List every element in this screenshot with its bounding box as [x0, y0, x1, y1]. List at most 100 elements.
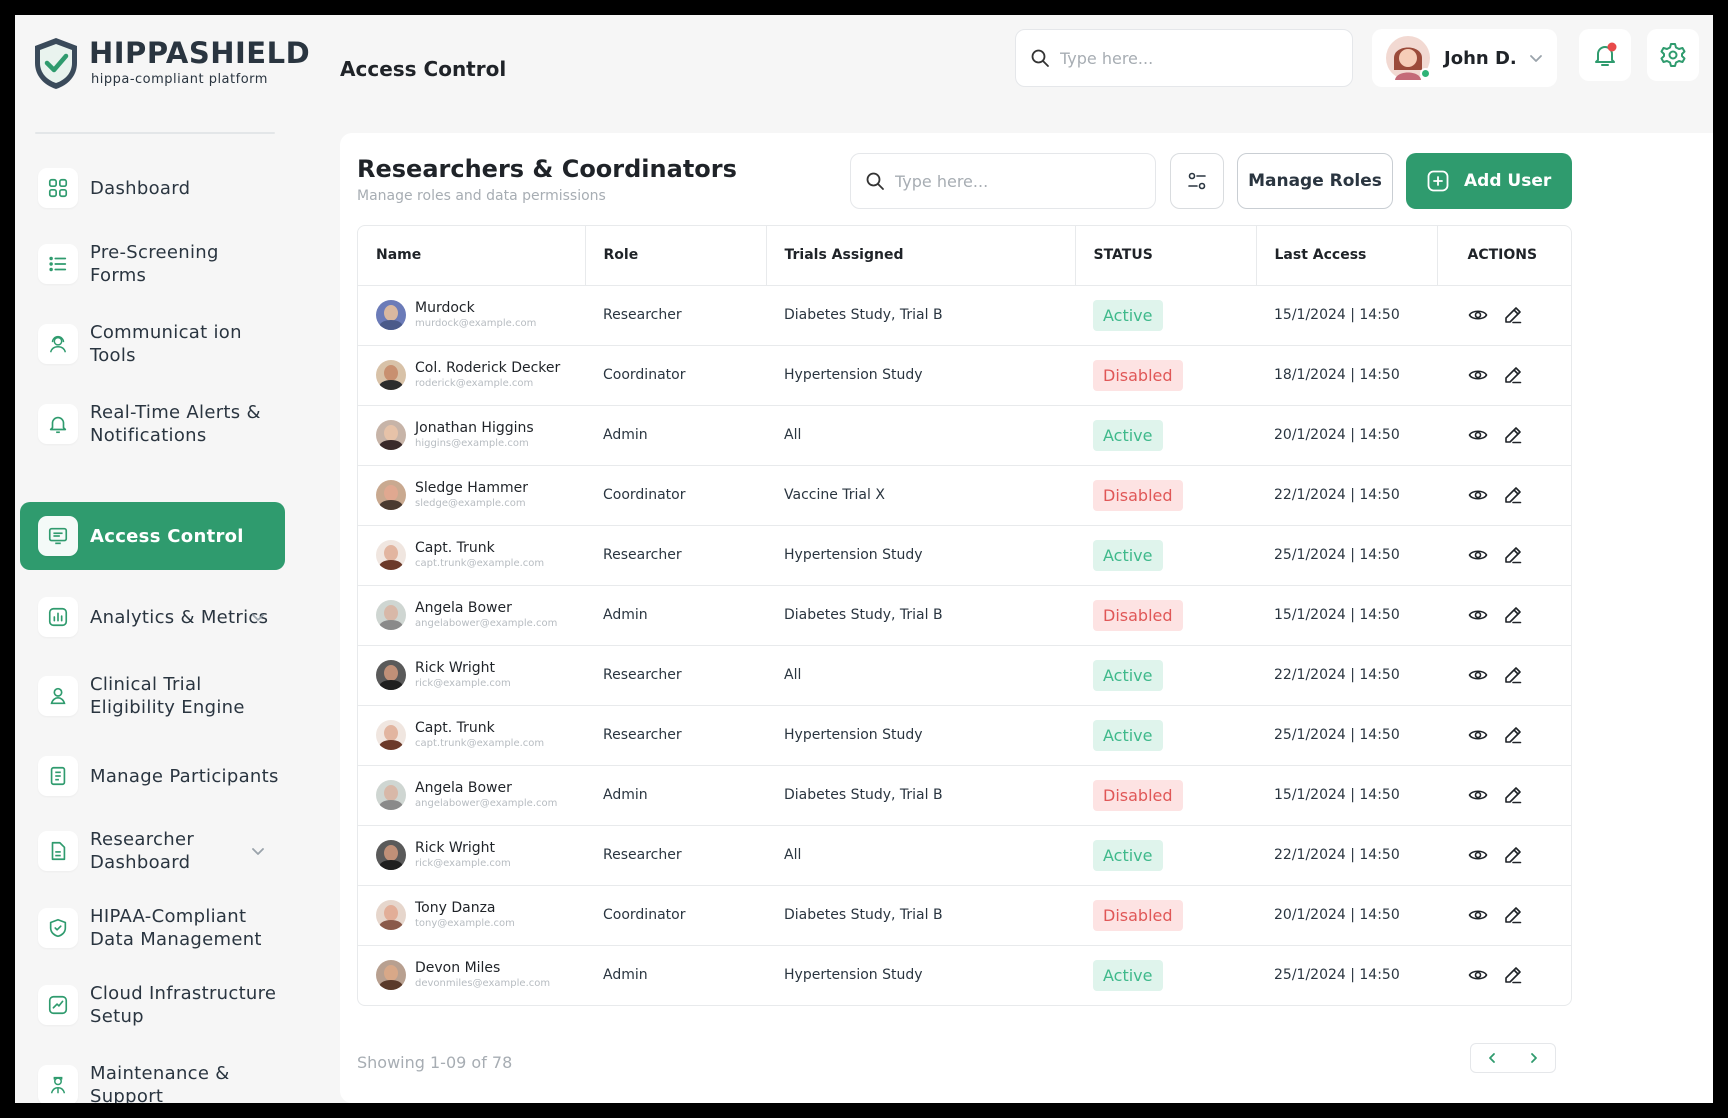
sidebar-item-communication-tools[interactable]: Communicat ion Tools [20, 313, 285, 375]
header-search-input[interactable] [1060, 48, 1320, 68]
view-icon[interactable] [1468, 305, 1488, 325]
view-icon[interactable] [1468, 905, 1488, 925]
edit-icon[interactable] [1503, 605, 1523, 625]
edit-icon[interactable] [1503, 905, 1523, 925]
table-row[interactable]: Col. Roderick Decker roderick@example.co… [358, 345, 1571, 406]
view-icon[interactable] [1468, 845, 1488, 865]
avatar [376, 900, 406, 930]
sidebar-item-researcher-dashboard[interactable]: Researcher Dashboard [20, 820, 285, 882]
table-row[interactable]: Sledge Hammer sledge@example.com Coordin… [358, 465, 1571, 526]
view-icon[interactable] [1468, 425, 1488, 445]
settings-button[interactable] [1647, 29, 1699, 81]
user-email: angelabower@example.com [415, 618, 558, 629]
view-icon[interactable] [1468, 545, 1488, 565]
cell-trials: Hypertension Study [784, 967, 923, 984]
column-header-role[interactable]: Role [585, 226, 767, 286]
column-header-name[interactable]: Name [358, 226, 586, 286]
view-icon[interactable] [1468, 605, 1488, 625]
manage-roles-button[interactable]: Manage Roles [1237, 153, 1393, 209]
support-icon [38, 1065, 78, 1103]
table-search-input[interactable] [895, 171, 1155, 191]
cell-role: Researcher [585, 285, 766, 346]
table-search[interactable] [850, 153, 1156, 209]
edit-icon[interactable] [1503, 485, 1523, 505]
user-email: sledge@example.com [415, 498, 526, 509]
cell-trials: All [766, 645, 1075, 706]
cell-role: Admin [603, 967, 648, 984]
table-row[interactable]: Rick Wright rick@example.com Researcher … [358, 825, 1571, 886]
table-row[interactable]: Capt. Trunk capt.trunk@example.com Resea… [358, 705, 1571, 766]
sidebar-item-data-management[interactable]: HIPAA-Compliant Data Management [20, 897, 285, 959]
table-row[interactable]: Angela Bower angelabower@example.com Adm… [358, 585, 1571, 646]
edit-icon[interactable] [1503, 785, 1523, 805]
table-row[interactable]: Angela Bower angelabower@example.com Adm… [358, 765, 1571, 826]
chevron-down-icon[interactable] [251, 845, 265, 857]
user-email: tony@example.com [415, 918, 515, 929]
column-header-last-access[interactable]: Last Access [1256, 226, 1438, 286]
shield-logo-icon [35, 38, 77, 89]
chart-icon [38, 597, 78, 637]
sidebar-item-maintenance[interactable]: Maintenance & Support [20, 1054, 285, 1103]
view-icon[interactable] [1468, 365, 1488, 385]
cell-last-access: 25/1/2024 | 14:50 [1256, 705, 1437, 766]
user-cell: Angela Bower angelabower@example.com [376, 780, 585, 810]
cell-last-access: 25/1/2024 | 14:50 [1274, 967, 1400, 984]
cell-actions [1437, 765, 1571, 826]
cell-role: Researcher [585, 525, 766, 586]
column-header-status[interactable]: STATUS [1075, 226, 1257, 286]
edit-icon[interactable] [1503, 845, 1523, 865]
edit-icon[interactable] [1503, 965, 1523, 985]
sidebar-item-pre-screening-forms[interactable]: Pre-Screening Forms [20, 233, 285, 295]
table-row[interactable]: Jonathan Higgins higgins@example.com Adm… [358, 405, 1571, 466]
edit-icon[interactable] [1503, 425, 1523, 445]
cell-last-access: 22/1/2024 | 14:50 [1256, 465, 1437, 526]
app-window: HIPPASHIELD hippa-compliant platform Das… [15, 15, 1713, 1103]
edit-icon[interactable] [1503, 545, 1523, 565]
view-icon[interactable] [1468, 485, 1488, 505]
cell-name: Col. Roderick Decker roderick@example.co… [358, 345, 585, 406]
sidebar-item-dashboard[interactable]: Dashboard [20, 163, 285, 213]
add-user-button[interactable]: Add User [1406, 153, 1572, 209]
cell-name: Jonathan Higgins higgins@example.com [358, 405, 585, 466]
avatar [376, 300, 406, 330]
prev-page-button[interactable] [1471, 1044, 1513, 1072]
table-row[interactable]: Devon Miles devonmiles@example.com Admin… [358, 945, 1571, 1005]
cell-last-access: 18/1/2024 | 14:50 [1256, 345, 1437, 406]
view-icon[interactable] [1468, 665, 1488, 685]
edit-icon[interactable] [1503, 665, 1523, 685]
notifications-button[interactable] [1579, 29, 1631, 81]
view-icon[interactable] [1468, 785, 1488, 805]
edit-icon[interactable] [1503, 365, 1523, 385]
user-name: Angela Bower [415, 780, 512, 796]
sidebar-item-access-control[interactable]: Access Control [20, 502, 285, 570]
next-page-button[interactable] [1513, 1044, 1555, 1072]
edit-icon[interactable] [1503, 305, 1523, 325]
column-header-trials[interactable]: Trials Assigned [766, 226, 1076, 286]
user-menu[interactable]: John D. [1372, 29, 1557, 87]
table-row[interactable]: Tony Danza tony@example.com Coordinator … [358, 885, 1571, 946]
user-email: angelabower@example.com [415, 798, 558, 809]
app-name: HIPPASHIELD [89, 36, 311, 70]
pagination [1470, 1043, 1556, 1073]
cell-actions [1437, 405, 1571, 466]
view-icon[interactable] [1468, 965, 1488, 985]
cell-name: Angela Bower angelabower@example.com [358, 585, 585, 646]
filter-button[interactable] [1170, 153, 1224, 209]
sidebar-item-cloud-infrastructure[interactable]: Cloud Infrastructure Setup [20, 974, 285, 1036]
table-row[interactable]: Murdock murdock@example.com Researcher D… [358, 285, 1571, 346]
cell-role: Admin [585, 585, 766, 646]
header-search[interactable] [1015, 29, 1353, 87]
cell-role: Researcher [585, 645, 766, 706]
sidebar-item-eligibility-engine[interactable]: Clinical Trial Eligibility Engine [20, 665, 285, 727]
chevron-down-icon[interactable] [251, 611, 265, 623]
table-row[interactable]: Rick Wright rick@example.com Researcher … [358, 645, 1571, 706]
sidebar-item-analytics[interactable]: Analytics & Metrics [20, 586, 285, 648]
logo[interactable]: HIPPASHIELD hippa-compliant platform [31, 35, 310, 91]
sidebar-item-manage-participants[interactable]: Manage Participants [20, 751, 285, 801]
cell-trials: Hypertension Study [766, 705, 1075, 766]
view-icon[interactable] [1468, 725, 1488, 745]
edit-icon[interactable] [1503, 725, 1523, 745]
table-row[interactable]: Capt. Trunk capt.trunk@example.com Resea… [358, 525, 1571, 586]
sidebar-item-alerts[interactable]: Real-Time Alerts & Notifications [20, 393, 285, 455]
chevron-down-icon [1530, 55, 1542, 62]
